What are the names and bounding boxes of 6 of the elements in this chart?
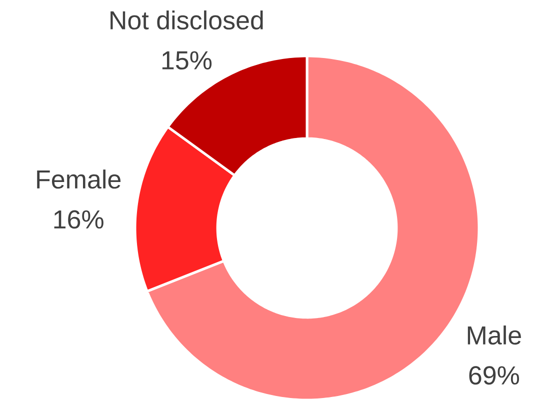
- slice-label: Female: [37, 170, 121, 189]
- slice-label: Not disclosed: [110, 10, 263, 30]
- slice-label: Male: [468, 325, 521, 345]
- data-label: 69%: [469, 366, 520, 385]
- data-label: 15%: [162, 51, 212, 70]
- data-label: 16%: [54, 210, 104, 229]
